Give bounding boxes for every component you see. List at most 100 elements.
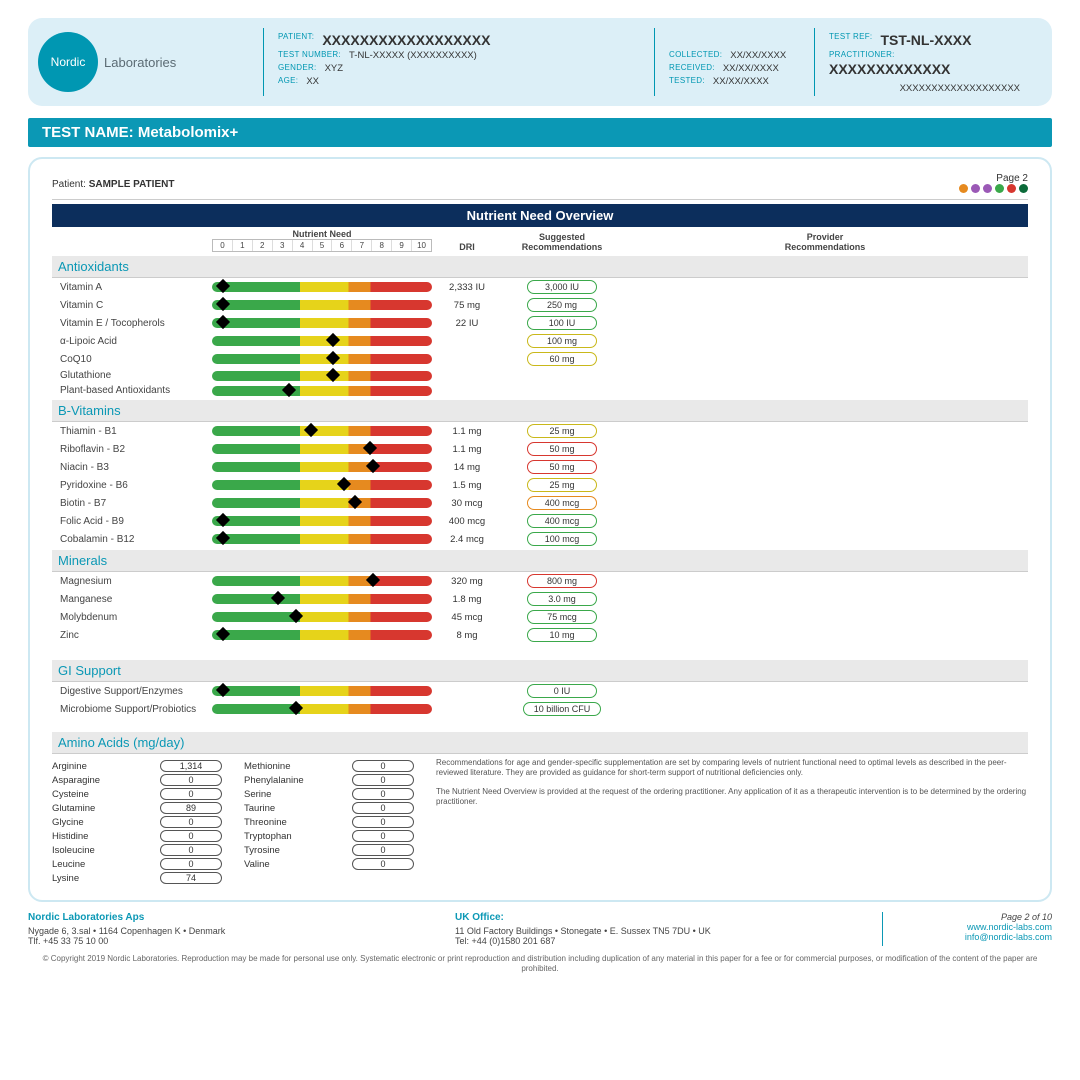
received-value: XX/XX/XXXX [723, 63, 779, 74]
amino-value: 0 [352, 788, 414, 800]
amino-row: Arginine1,314 [52, 760, 222, 772]
amino-name: Isoleucine [52, 845, 95, 856]
amino-row: Lysine74 [52, 872, 222, 884]
amino-value: 0 [352, 844, 414, 856]
nutrient-bar [212, 426, 432, 436]
amino-value: 0 [352, 802, 414, 814]
suggested-pill: 25 mg [527, 478, 597, 492]
marker-icon [289, 609, 303, 623]
suggested-cell: 100 IU [502, 316, 622, 330]
suggested-pill: 100 mg [527, 334, 597, 348]
marker-icon [326, 367, 340, 381]
suggested-cell: 75 mcg [502, 610, 622, 624]
pract-sub: XXXXXXXXXXXXXXXXXXX [829, 83, 1020, 94]
amino-name: Valine [244, 859, 270, 870]
dri-value: 75 mg [432, 300, 502, 311]
patient-value: XXXXXXXXXXXXXXXXXX [322, 32, 490, 48]
suggested-pill: 0 IU [527, 684, 597, 698]
amino-name: Methionine [244, 761, 290, 772]
nutrient-bar [212, 480, 432, 490]
nutrient-row: Molybdenum45 mcg75 mcg [52, 608, 1028, 626]
nutrient-row: Plant-based Antioxidants [52, 383, 1028, 398]
nutrient-bar [212, 686, 432, 696]
amino-name: Leucine [52, 859, 85, 870]
nutrient-bar [212, 612, 432, 622]
copyright: © Copyright 2019 Nordic Laboratories. Re… [28, 954, 1052, 973]
nutrient-row: Niacin - B314 mg50 mg [52, 458, 1028, 476]
logo-circle: Nordic [38, 32, 98, 92]
received-label: RECEIVED: [669, 63, 715, 74]
nutrient-bar [212, 630, 432, 640]
dri-value: 14 mg [432, 462, 502, 473]
nutrient-bar [212, 282, 432, 292]
suggested-pill: 400 mcg [527, 496, 597, 510]
age-value: XX [306, 76, 319, 87]
report-header: Nordic Laboratories PATIENT: XXXXXXXXXXX… [28, 18, 1052, 106]
marker-icon [216, 297, 230, 311]
amino-note-2: The Nutrient Need Overview is provided a… [436, 787, 1028, 808]
suggested-cell: 0 IU [502, 684, 622, 698]
nutrient-bar [212, 594, 432, 604]
header-col-1: PATIENT: XXXXXXXXXXXXXXXXXX TEST NUMBER:… [263, 28, 654, 96]
nutrient-name: Folic Acid - B9 [52, 516, 212, 527]
color-dots [956, 184, 1028, 196]
collected-label: COLLECTED: [669, 50, 722, 61]
suggested-cell: 3.0 mg [502, 592, 622, 606]
marker-icon [304, 423, 318, 437]
amino-value: 74 [160, 872, 222, 884]
marker-icon [216, 279, 230, 293]
suggested-cell: 25 mg [502, 424, 622, 438]
suggested-cell: 10 mg [502, 628, 622, 642]
amino-value: 0 [352, 858, 414, 870]
nutrient-row: Vitamin A2,333 IU3,000 IU [52, 278, 1028, 296]
nutrient-name: Thiamin - B1 [52, 426, 212, 437]
amino-value: 89 [160, 802, 222, 814]
nutrient-row: Vitamin E / Tocopherols22 IU100 IU [52, 314, 1028, 332]
marker-icon [366, 459, 380, 473]
amino-row: Asparagine 0 [52, 774, 222, 786]
suggested-pill: 50 mg [527, 442, 597, 456]
suggested-pill: 10 billion CFU [523, 702, 602, 716]
footer-dk: Nordic Laboratories Aps Nygade 6, 3.sal … [28, 912, 455, 946]
marker-icon [216, 627, 230, 641]
nutrient-row: Thiamin - B11.1 mg25 mg [52, 422, 1028, 440]
col-sug: Suggested Recommendations [502, 232, 622, 252]
category-header: Antioxidants [52, 256, 1028, 278]
amino-value: 0 [160, 788, 222, 800]
patient-line: Patient: SAMPLE PATIENT [52, 179, 174, 190]
amino-row: Phenylalanine0 [244, 774, 414, 786]
nutrient-name: Vitamin E / Tocopherols [52, 318, 212, 329]
amino-name: Glutamine [52, 803, 95, 814]
amino-value: 0 [160, 816, 222, 828]
nutrient-name: α-Lipoic Acid [52, 336, 212, 347]
amino-row: Tryptophan0 [244, 830, 414, 842]
marker-icon [216, 513, 230, 527]
nutrient-name: Pyridoxine - B6 [52, 480, 212, 491]
amino-row: Threonine0 [244, 816, 414, 828]
dri-value: 2,333 IU [432, 282, 502, 293]
dri-value: 1.8 mg [432, 594, 502, 605]
gender-value: XYZ [325, 63, 343, 74]
nutrient-bar [212, 354, 432, 364]
nutrient-row: Vitamin C75 mg250 mg [52, 296, 1028, 314]
marker-icon [348, 495, 362, 509]
amino-value: 0 [160, 774, 222, 786]
nutrient-row: Cobalamin - B122.4 mcg100 mcg [52, 530, 1028, 548]
suggested-cell: 100 mcg [502, 532, 622, 546]
logo: Nordic Laboratories [38, 28, 263, 96]
amino-row: Glutamine 89 [52, 802, 222, 814]
collected-value: XX/XX/XXXX [730, 50, 786, 61]
nutrient-bar [212, 534, 432, 544]
amino-header: Amino Acids (mg/day) [52, 732, 1028, 754]
amino-name: Serine [244, 789, 271, 800]
nutrient-row: Manganese1.8 mg3.0 mg [52, 590, 1028, 608]
nutrient-name: Magnesium [52, 576, 212, 587]
dri-value: 2.4 mcg [432, 534, 502, 545]
nutrient-row: Zinc8 mg10 mg [52, 626, 1028, 644]
marker-icon [216, 315, 230, 329]
testnum-label: TEST NUMBER: [278, 50, 341, 61]
nutrient-row: Microbiome Support/Probiotics10 billion … [52, 700, 1028, 718]
amino-value: 0 [160, 858, 222, 870]
nutrient-row: Biotin - B730 mcg400 mcg [52, 494, 1028, 512]
amino-name: Asparagine [52, 775, 100, 786]
